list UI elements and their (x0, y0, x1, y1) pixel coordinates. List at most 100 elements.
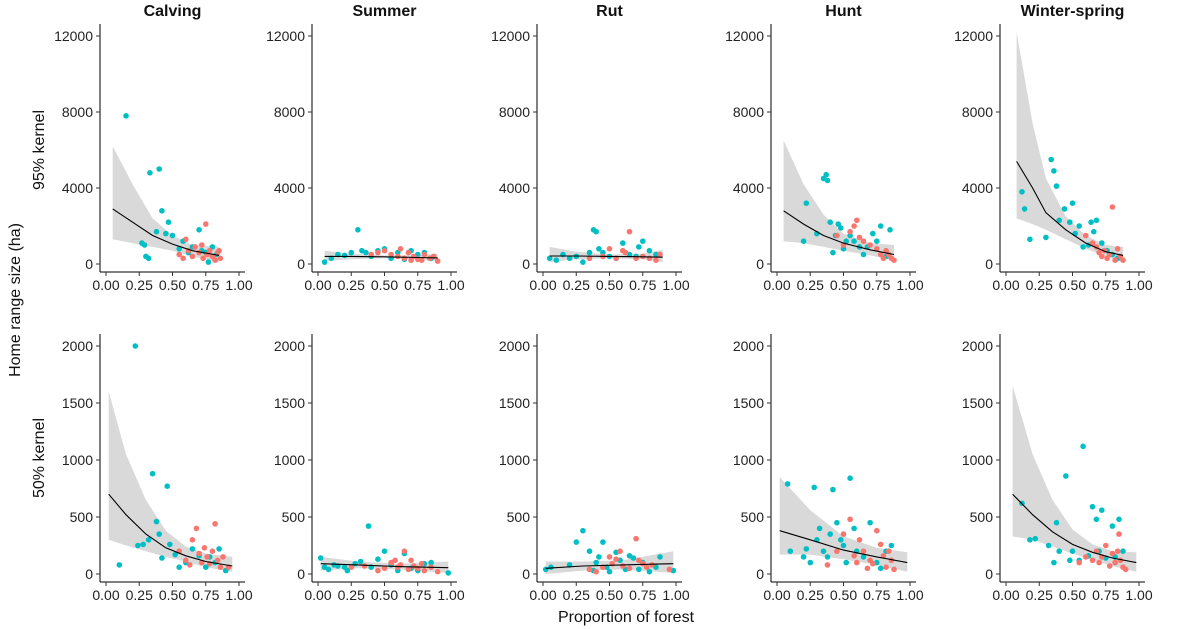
data-point-teal (620, 240, 626, 246)
x-tick-label: 0.50 (1059, 277, 1086, 293)
data-point-salmon (653, 257, 659, 264)
x-tick-label: 0.00 (304, 277, 331, 293)
data-point-salmon (381, 247, 388, 254)
data-point-teal (172, 551, 178, 558)
data-point-salmon (216, 247, 222, 254)
data-point-salmon (217, 255, 224, 262)
y-tick-label: 500 (741, 509, 765, 525)
data-point-salmon (214, 557, 221, 564)
data-point-teal (1091, 228, 1097, 235)
data-point-teal (800, 238, 807, 244)
data-point-teal (1089, 503, 1096, 510)
data-point-teal (1093, 217, 1100, 224)
data-point-salmon (397, 246, 404, 252)
fit-line (783, 210, 895, 256)
x-tick-label: 0.50 (159, 587, 186, 603)
data-point-salmon (1089, 557, 1096, 564)
data-point-salmon (375, 567, 381, 574)
y-tick-label: 8000 (733, 104, 764, 120)
data-point-teal (596, 246, 602, 252)
x-tick-label: 0.25 (797, 277, 824, 293)
data-point-teal (365, 523, 372, 529)
data-point-salmon (1112, 559, 1118, 566)
data-point-teal (1027, 236, 1033, 243)
x-tick-label: 0.50 (371, 277, 398, 293)
data-point-teal (824, 554, 831, 560)
data-point-teal (176, 246, 182, 252)
panel-title-rut: Rut (596, 3, 623, 20)
data-point-salmon (613, 556, 619, 562)
data-point-teal (580, 527, 586, 534)
fit-line (108, 493, 233, 567)
panel-rut-row2: 0 500 1000 1500 2000 0.00 0.25 0.50 0.75 1.00 (499, 334, 690, 603)
data-point-salmon (860, 548, 867, 554)
data-point-salmon (834, 548, 840, 554)
data-point-salmon (421, 567, 428, 574)
data-point-salmon (646, 255, 653, 262)
data-point-teal (203, 564, 209, 570)
y-tick-label: 1000 (499, 452, 530, 468)
data-point-teal (867, 519, 873, 526)
data-point-teal (153, 518, 160, 525)
y-tick-label: 2000 (962, 338, 993, 354)
x-tick-label: 0.00 (304, 587, 331, 603)
data-point-teal (348, 249, 355, 256)
x-tick-label: 0.75 (863, 277, 890, 293)
data-point-salmon (421, 251, 428, 258)
data-point-teal (1027, 537, 1033, 543)
data-point-salmon (1109, 550, 1116, 557)
y-tick-label: 0 (297, 566, 305, 582)
data-point-salmon (874, 246, 880, 252)
data-point-teal (140, 541, 146, 548)
data-point-teal (1048, 156, 1054, 163)
fit-line (779, 530, 908, 564)
panel-title-calving: Calving (144, 3, 202, 20)
data-point-salmon (381, 565, 388, 572)
data-point-salmon (189, 537, 196, 543)
data-point-teal (820, 548, 827, 554)
data-point-salmon (187, 562, 193, 568)
y-tick-label: 12000 (954, 28, 993, 44)
y-tick-label: 1500 (62, 395, 93, 411)
x-axis-title: Proportion of forest (558, 609, 695, 626)
data-point-salmon (617, 548, 623, 554)
fit-line (549, 255, 663, 258)
data-point-salmon (847, 516, 853, 523)
y-tick-label: 4000 (62, 180, 93, 196)
data-point-teal (1069, 548, 1076, 554)
data-point-teal (1080, 443, 1086, 450)
data-point-teal (1099, 240, 1105, 246)
data-point-salmon (1120, 257, 1126, 264)
x-tick-label: 0.00 (92, 277, 119, 293)
data-point-salmon (856, 537, 863, 543)
data-point-salmon (217, 564, 224, 570)
y-axis-title: Home range size (ha) (7, 223, 24, 377)
data-point-teal (877, 565, 884, 572)
fit-line (1016, 161, 1124, 256)
data-point-salmon (392, 557, 398, 564)
data-point-salmon (633, 535, 639, 542)
data-point-teal (830, 249, 836, 256)
y-tick-label: 4000 (962, 180, 993, 196)
x-tick-label: 1.00 (662, 277, 689, 293)
data-point-teal (596, 554, 602, 560)
x-tick-label: 0.00 (992, 277, 1019, 293)
x-tick-label: 0.25 (797, 587, 824, 603)
row-label-50-kernel: 50% kernel (31, 418, 48, 498)
x-tick-label: 0.25 (1026, 277, 1053, 293)
y-tick-label: 1000 (962, 452, 993, 468)
confidence-ribbon (783, 140, 894, 261)
data-point-teal (851, 238, 857, 244)
data-point-teal (811, 484, 817, 491)
y-tick-label: 4000 (733, 180, 764, 196)
data-point-teal (553, 257, 560, 264)
data-point-teal (843, 559, 849, 566)
x-tick-label: 0.00 (529, 587, 556, 603)
data-point-teal (145, 255, 152, 262)
data-point-teal (1067, 219, 1073, 225)
data-point-teal (159, 555, 165, 561)
y-tick-label: 0 (756, 256, 764, 272)
data-point-teal (784, 481, 791, 487)
data-point-teal (1088, 219, 1094, 225)
